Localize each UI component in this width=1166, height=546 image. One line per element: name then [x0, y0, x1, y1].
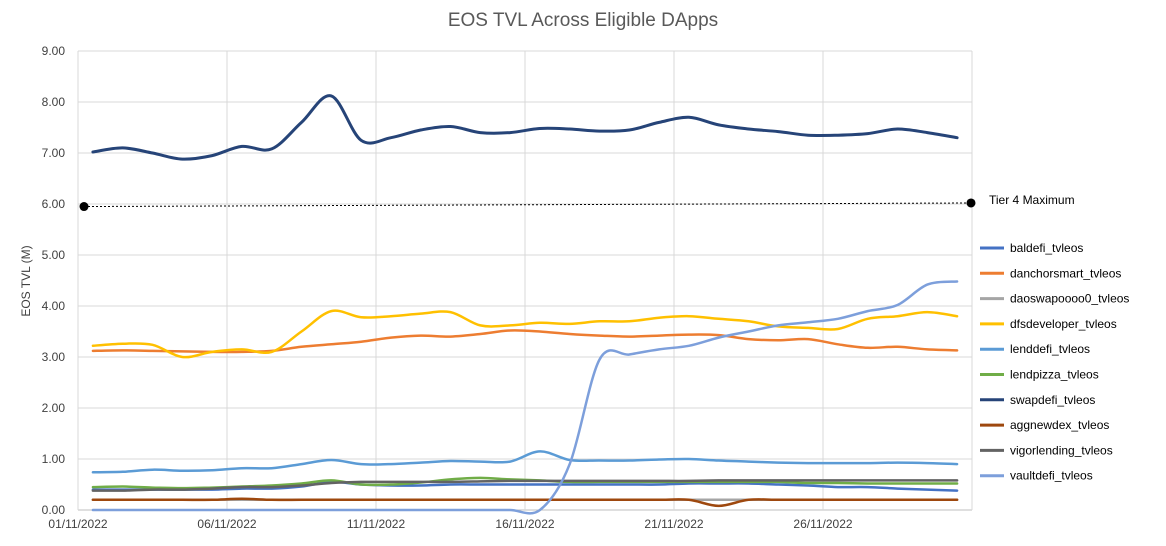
y-tick-label: 6.00 [42, 197, 66, 211]
legend-label: danchorsmart_tvleos [1010, 266, 1121, 280]
x-tick-label: 01/11/2022 [48, 517, 107, 531]
legend-label: vaultdefi_tvleos [1010, 469, 1093, 483]
legend-label: aggnewdex_tvleos [1010, 418, 1109, 432]
legend: baldefi_tvleos danchorsmart_tvleosdaoswap… [980, 241, 1129, 483]
y-tick-label: 3.00 [42, 350, 66, 364]
legend-label: dfsdeveloper_tvleos [1010, 317, 1117, 331]
legend-label: baldefi_tvleos [1010, 241, 1083, 255]
y-tick-label: 1.00 [42, 452, 66, 466]
series-line-aggnewdex-tvleos [91, 497, 959, 508]
legend-label: swapdefi_tvleos [1010, 393, 1095, 407]
y-axis-ticks: 0.00 1.00 2.00 3.00 4.00 5.00 6.00 7.00 8.00 9.00 [42, 44, 66, 517]
y-tick-label: 5.00 [42, 248, 66, 262]
legend-label: lendpizza_tvleos [1010, 368, 1099, 382]
legend-label: lenddefi_tvleos [1010, 342, 1090, 356]
y-tick-label: 0.00 [42, 503, 66, 517]
tier-4-maximum-line: Tier 4 Maximum [79, 193, 1075, 212]
series-line-vaultdefi-tvleos [91, 280, 959, 515]
x-tick-label: 06/11/2022 [197, 517, 256, 531]
y-axis-label: EOS TVL (M) [19, 245, 33, 316]
series-line-swapdefi-tvleos [91, 94, 959, 161]
series-line-danchorsmart-tvleos [91, 329, 959, 354]
y-tick-label: 8.00 [42, 95, 66, 109]
tier-4-start-marker [79, 202, 89, 212]
x-axis-ticks: 01/11/2022 06/11/2022 11/11/2022 16/11/2022… [48, 517, 852, 531]
series-line-dfsdeveloper-tvleos [91, 309, 959, 359]
tier-4-label: Tier 4 Maximum [989, 193, 1075, 207]
x-tick-label: 16/11/2022 [495, 517, 554, 531]
x-tick-label: 11/11/2022 [347, 517, 406, 531]
y-tick-label: 7.00 [42, 146, 66, 160]
legend-label: vigorlending_tvleos [1010, 443, 1113, 457]
y-tick-label: 4.00 [42, 299, 66, 313]
chart-title: EOS TVL Across Eligible DApps [448, 10, 718, 31]
x-tick-label: 21/11/2022 [644, 517, 703, 531]
x-tick-label: 26/11/2022 [793, 517, 852, 531]
series-line-vigorlending-tvleos [91, 479, 959, 492]
series-line-baldefi-tvleos [91, 480, 959, 492]
y-tick-label: 2.00 [42, 401, 66, 415]
series-lines [91, 94, 959, 515]
y-tick-label: 9.00 [42, 44, 66, 58]
legend-label: daoswapoooo0_tvleos [1010, 292, 1129, 306]
tier-4-end-marker [966, 198, 976, 208]
series-line-lenddefi-tvleos [91, 450, 959, 474]
gridlines [77, 50, 973, 511]
